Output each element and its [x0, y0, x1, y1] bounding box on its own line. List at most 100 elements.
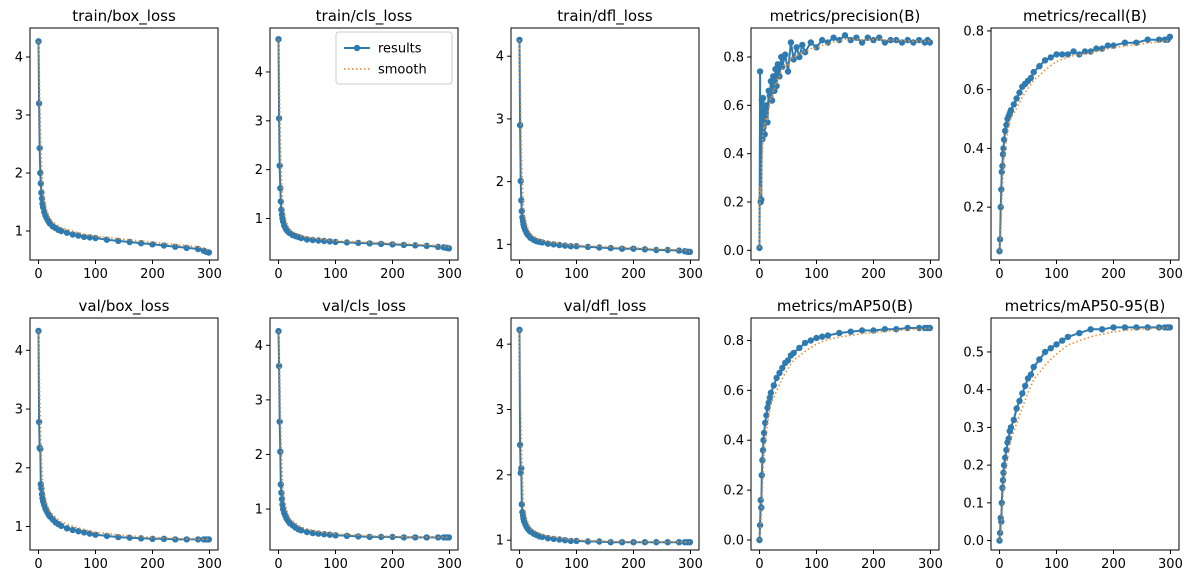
plot-metrics-map50-95-b-results-line — [998, 326, 1170, 541]
plot-metrics-map50-95-b-point — [1121, 324, 1129, 331]
plot-val-box-loss-point — [58, 522, 65, 530]
plot-metrics-map50-b-point — [773, 374, 780, 382]
plot-train-cls-loss-xtick-label: 100 — [323, 267, 348, 282]
plot-val-cls-loss-xtick-label: 200 — [380, 557, 405, 572]
plot-metrics-precision-b-point — [824, 39, 832, 46]
plot-metrics-map50-95-b-ytick-label: 0.5 — [963, 345, 984, 360]
plot-metrics-precision-b-point — [796, 53, 803, 61]
plot-metrics-recall-b-point — [1144, 36, 1151, 43]
plot-metrics-recall-b-point — [1010, 101, 1017, 108]
plot-train-cls-loss-point — [298, 234, 305, 242]
plot-val-box-loss-point — [63, 525, 71, 532]
plot-metrics-map50-95-b-point — [1030, 363, 1037, 371]
plot-train-dfl-loss-point — [561, 242, 569, 249]
plot-train-dfl-loss-point — [653, 246, 660, 254]
plot-metrics-map50-b-point — [819, 333, 826, 340]
plot-val-dfl-loss-point — [567, 537, 574, 545]
plot-val-cls-loss-point — [277, 448, 284, 455]
plot-metrics-precision-b-point — [765, 87, 772, 95]
plot-train-cls-loss-point — [366, 240, 373, 247]
plot-metrics-precision-b-point — [893, 36, 900, 44]
plot-train-dfl-loss-xtick-label: 100 — [564, 267, 589, 282]
plot-metrics-map50-95-b: metrics/mAP50-95(B) 0 100 200 300 0.0 0.1 0.2 0.… — [963, 297, 1183, 572]
plot-val-dfl-loss-point — [561, 537, 569, 544]
plot-val-cls-loss-ytick-label: 1 — [255, 503, 263, 518]
plot-val-box-loss-point — [194, 536, 202, 543]
plot-metrics-recall-b-xtick-label: 300 — [1158, 267, 1183, 282]
plot-metrics-precision-b-xtick-label: 0 — [755, 267, 763, 282]
plot-metrics-map50-b-point — [847, 328, 854, 335]
plot-metrics-precision-b-point — [784, 68, 792, 75]
plot-val-box-loss-frame — [29, 317, 219, 551]
plot-metrics-map50-b-frame — [750, 317, 940, 551]
plot-val-cls-loss-frame — [269, 317, 459, 551]
plot-metrics-map50-b-point — [760, 437, 767, 444]
plot-val-cls-loss-point — [400, 534, 408, 541]
plot-val-cls-loss-point — [332, 532, 339, 539]
plot-metrics-recall-b-point — [1002, 127, 1009, 134]
plot-metrics-map50-95-b-point — [1002, 454, 1009, 461]
plot-metrics-recall-b-point — [1133, 39, 1140, 46]
plot-val-cls-loss: val/cls_loss 0 100 200 300 1 2 3 4 — [255, 297, 462, 572]
plot-train-box-loss-point — [63, 229, 71, 236]
plot-train-cls-loss-frame — [269, 27, 459, 261]
plot-metrics-map50-b-ytick-label: 0.4 — [723, 434, 744, 449]
plot-val-box-loss-point — [172, 536, 179, 543]
legend-results-marker — [353, 44, 361, 52]
plot-metrics-recall-b-point — [1070, 48, 1077, 55]
plot-train-box-loss-title: train/box_loss — [72, 7, 176, 26]
plot-train-dfl-loss-point — [539, 239, 546, 246]
plot-metrics-map50-b-point — [764, 404, 771, 411]
plot-metrics-recall-b-point — [999, 151, 1007, 158]
plot-metrics-precision-b-point — [881, 39, 889, 46]
plot-metrics-recall-b-point — [998, 168, 1005, 176]
plot-metrics-map50-95-b-point — [1010, 416, 1017, 424]
legend: results smooth — [335, 31, 453, 85]
plot-metrics-map50-95-b-point — [1098, 326, 1106, 333]
plot-metrics-map50-95-b-xtick-label: 300 — [1158, 557, 1183, 572]
plot-metrics-recall-b-xtick-label: 0 — [995, 267, 1003, 282]
plot-train-dfl-loss-title: train/dfl_loss — [557, 7, 653, 26]
plot-train-box-loss-ytick-label: 3 — [15, 109, 23, 124]
plot-val-box-loss-ytick-label: 1 — [15, 520, 23, 535]
plot-val-cls-loss-point — [298, 527, 305, 534]
plot-metrics-precision-b-point — [772, 65, 779, 73]
plot-metrics-precision-b-point — [759, 94, 767, 102]
plot-train-dfl-loss-point — [517, 177, 524, 185]
plot-metrics-map50-b-point — [870, 327, 877, 334]
plot-metrics-precision-b-point — [910, 39, 917, 46]
plot-metrics-recall-b-point — [997, 203, 1004, 211]
plot-val-cls-loss-point — [275, 362, 283, 370]
plot-train-dfl-loss-point — [518, 197, 525, 204]
plot-val-cls-loss-smooth-line — [277, 331, 449, 539]
plot-val-dfl-loss-xtick-label: 300 — [678, 557, 703, 572]
plot-train-cls-loss-point — [355, 239, 362, 247]
plot-metrics-map50-b-point — [758, 472, 765, 479]
plot-train-cls-loss-xtick-label: 0 — [274, 267, 282, 282]
plot-train-cls-loss-point — [343, 239, 351, 246]
plot-val-dfl-loss-smooth-line — [518, 329, 690, 543]
legend-results-label: results — [378, 42, 422, 57]
plot-train-cls-loss-point — [412, 242, 419, 249]
plot-val-box-loss-smooth-line — [37, 330, 209, 541]
plot-train-box-loss-frame — [29, 27, 219, 261]
plot-metrics-recall-b-point — [1000, 136, 1008, 143]
plot-train-dfl-loss-point — [618, 245, 626, 252]
plot-train-box-loss-point — [35, 100, 43, 107]
plot-metrics-recall-b-xtick-label: 200 — [1101, 267, 1126, 282]
plot-metrics-map50-95-b-point — [1133, 324, 1140, 331]
plot-metrics-recall-b-ytick-label: 0.4 — [963, 142, 984, 157]
plot-train-dfl-loss-point — [686, 248, 694, 255]
plot-val-box-loss-point — [149, 535, 156, 542]
plot-metrics-map50-b-point — [807, 337, 814, 344]
plot-metrics-precision-b-point — [801, 49, 809, 56]
plot-train-box-loss-point — [160, 242, 168, 249]
plot-train-box-loss-xtick-label: 0 — [34, 267, 42, 282]
plot-metrics-map50-b-point — [757, 496, 764, 504]
plot-train-box-loss: train/box_loss 0 100 200 300 1 2 3 4 — [15, 7, 222, 282]
plot-metrics-map50-95-b-point — [1076, 329, 1083, 337]
plot-val-box-loss-results-line — [37, 330, 209, 541]
plot-val-cls-loss-point — [445, 534, 453, 541]
plot-metrics-map50-b-point — [801, 339, 809, 347]
plot-train-dfl-loss-smooth-line — [518, 39, 691, 252]
